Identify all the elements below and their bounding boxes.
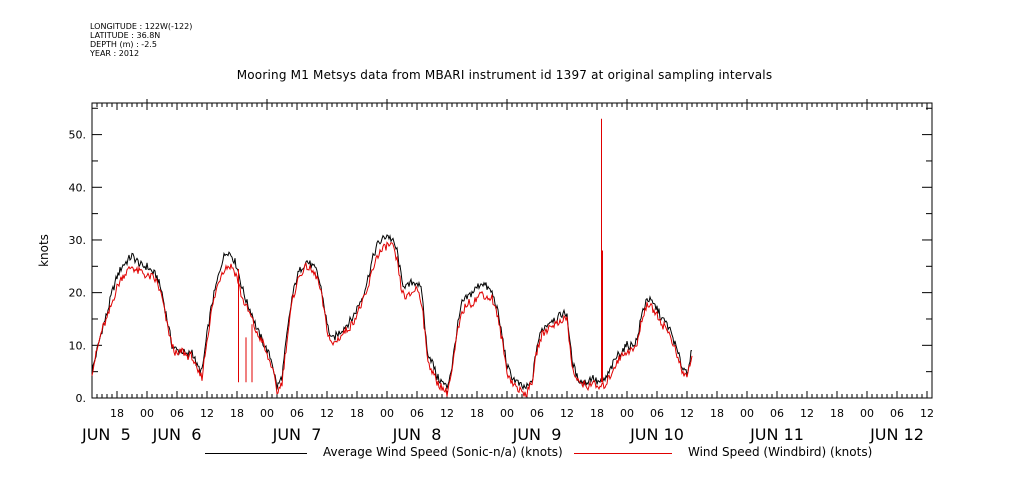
x-tick-label: 18: [830, 407, 844, 420]
x-tick-label: 12: [320, 407, 334, 420]
meta-longitude: LONGITUDE : 122W(-122): [90, 22, 193, 31]
y-tick-label: 20.: [69, 287, 87, 300]
legend-swatch-windbird: [574, 453, 672, 454]
y-tick-label: 30.: [69, 234, 87, 247]
series-line-average-wind: [91, 234, 693, 391]
y-axis-labels: 0. 10. 20. 30. 40. 50.: [69, 129, 87, 405]
x-tick-label: 18: [710, 407, 724, 420]
x-day-label: JUN 10: [629, 425, 684, 444]
chart-title: Mooring M1 Metsys data from MBARI instru…: [236, 68, 773, 82]
x-axis-hour-labels: 18 00 06 12 18 00 06 12 18 00 06 12 18 00 06 12 18 00 06 12…: [110, 407, 934, 420]
x-tick-label: 18: [230, 407, 244, 420]
x-day-label: JUN 12: [869, 425, 924, 444]
series-line-windbird: [91, 241, 693, 398]
y-tick-label: 0.: [76, 392, 87, 405]
y-tick-label: 40.: [69, 181, 87, 194]
y-tick-label: 10.: [69, 339, 87, 352]
x-tick-label: 06: [170, 407, 184, 420]
x-tick-label: 00: [740, 407, 754, 420]
legend-label-average: Average Wind Speed (Sonic-n/a) (knots): [323, 445, 563, 459]
x-day-label: JUN 8: [392, 425, 442, 444]
x-tick-label: 06: [890, 407, 904, 420]
metadata-block: LONGITUDE : 122W(-122) LATITUDE : 36.8N …: [90, 22, 192, 58]
x-tick-label: 18: [350, 407, 364, 420]
x-tick-label: 06: [650, 407, 664, 420]
x-tick-label: 06: [290, 407, 304, 420]
x-tick-label: 12: [560, 407, 574, 420]
y-tick-label: 50.: [69, 129, 87, 142]
x-tick-label: 00: [140, 407, 154, 420]
x-tick-label: 12: [920, 407, 934, 420]
meta-depth: DEPTH (m) : -2.5: [90, 40, 157, 49]
x-tick-label: 12: [440, 407, 454, 420]
x-tick-label: 00: [380, 407, 394, 420]
meta-year: YEAR : 2012: [90, 49, 140, 58]
x-tick-label: 12: [680, 407, 694, 420]
x-day-label: JUN 5: [81, 425, 131, 444]
x-tick-label: 18: [110, 407, 124, 420]
plot-frame: [91, 102, 933, 399]
x-tick-label: 00: [500, 407, 514, 420]
legend-swatch-average: [205, 453, 307, 454]
legend-label-windbird: Wind Speed (Windbird) (knots): [688, 445, 873, 459]
x-tick-label: 18: [590, 407, 604, 420]
x-tick-label: 12: [200, 407, 214, 420]
x-day-label: JUN 7: [272, 425, 322, 444]
meta-latitude: LATITUDE : 36.8N: [90, 31, 161, 40]
x-tick-label: 00: [620, 407, 634, 420]
x-axis-day-labels: JUN 5 JUN 6 JUN 7 JUN 8 JUN 9 JUN 10 JUN 11 JUN…: [81, 425, 924, 444]
y-axis-title: knots: [37, 234, 51, 267]
x-tick-label: 06: [770, 407, 784, 420]
legend: Average Wind Speed (Sonic-n/a) (knots) W…: [0, 445, 1009, 465]
x-tick-label: 00: [860, 407, 874, 420]
x-day-label: JUN 9: [512, 425, 562, 444]
axis-ticks: [91, 99, 933, 399]
x-day-label: JUN 6: [152, 425, 202, 444]
x-day-label: JUN 11: [749, 425, 804, 444]
plot-border: [91, 102, 933, 399]
x-tick-label: 06: [410, 407, 424, 420]
series-group: [91, 118, 693, 398]
x-tick-label: 06: [530, 407, 544, 420]
x-tick-label: 12: [800, 407, 814, 420]
x-tick-label: 18: [470, 407, 484, 420]
x-tick-label: 00: [260, 407, 274, 420]
